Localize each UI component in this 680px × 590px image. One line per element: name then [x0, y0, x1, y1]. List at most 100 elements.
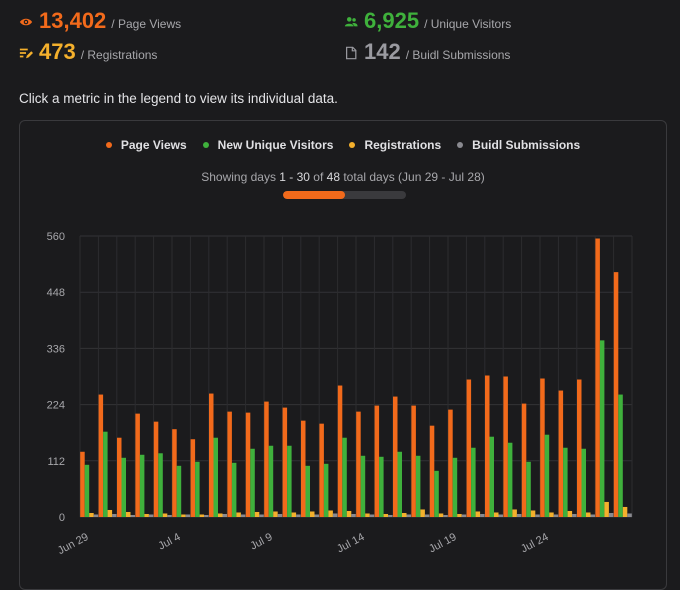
bar-page-views[interactable]	[466, 379, 472, 517]
bar-page-views[interactable]	[319, 423, 324, 517]
bar-buidl-submissions[interactable]	[130, 514, 136, 517]
bar-page-views[interactable]	[411, 405, 416, 517]
bar-registrations[interactable]	[107, 509, 113, 517]
bar-new-unique-visitors[interactable]	[507, 442, 513, 517]
bar-page-views[interactable]	[521, 403, 527, 517]
bar-buidl-submissions[interactable]	[296, 514, 301, 517]
bar-registrations[interactable]	[126, 511, 131, 517]
bar-buidl-submissions[interactable]	[498, 514, 504, 517]
bar-page-views[interactable]	[209, 393, 214, 517]
bar-new-unique-visitors[interactable]	[305, 465, 311, 517]
bar-new-unique-visitors[interactable]	[139, 454, 145, 517]
bar-registrations[interactable]	[549, 512, 554, 517]
bar-page-views[interactable]	[245, 412, 251, 517]
bar-buidl-submissions[interactable]	[424, 514, 430, 517]
bar-buidl-submissions[interactable]	[259, 514, 264, 517]
bar-page-views[interactable]	[135, 413, 140, 517]
bar-buidl-submissions[interactable]	[480, 513, 485, 517]
bar-buidl-submissions[interactable]	[369, 514, 375, 517]
legend-item-buidl-submissions[interactable]: Buidl Submissions	[457, 138, 580, 152]
bar-registrations[interactable]	[365, 513, 370, 517]
bar-page-views[interactable]	[503, 376, 508, 518]
bar-buidl-submissions[interactable]	[277, 513, 283, 517]
bar-buidl-submissions[interactable]	[112, 513, 117, 517]
bar-registrations[interactable]	[310, 511, 315, 517]
legend-item-page-views[interactable]: Page Views	[105, 138, 187, 152]
bar-registrations[interactable]	[512, 509, 517, 517]
bar-registrations[interactable]	[346, 510, 352, 517]
bar-new-unique-visitors[interactable]	[618, 394, 623, 517]
bar-registrations[interactable]	[89, 512, 94, 517]
bar-page-views[interactable]	[613, 272, 619, 517]
bar-buidl-submissions[interactable]	[93, 514, 99, 517]
bar-new-unique-visitors[interactable]	[231, 462, 237, 517]
bar-page-views[interactable]	[429, 425, 435, 517]
bar-page-views[interactable]	[190, 439, 196, 517]
bar-registrations[interactable]	[218, 513, 223, 517]
bar-new-unique-visitors[interactable]	[415, 455, 421, 517]
bar-registrations[interactable]	[530, 510, 536, 517]
bar-page-views[interactable]	[80, 451, 85, 517]
bar-registrations[interactable]	[199, 514, 205, 517]
bar-new-unique-visitors[interactable]	[121, 457, 127, 517]
bar-new-unique-visitors[interactable]	[471, 447, 476, 517]
bar-registrations[interactable]	[586, 512, 591, 517]
bar-page-views[interactable]	[172, 429, 177, 517]
bar-new-unique-visitors[interactable]	[268, 445, 274, 517]
bar-new-unique-visitors[interactable]	[599, 340, 605, 517]
bar-new-unique-visitors[interactable]	[287, 445, 292, 517]
bar-page-views[interactable]	[448, 409, 453, 517]
bar-page-views[interactable]	[393, 396, 398, 517]
bar-page-views[interactable]	[577, 379, 582, 517]
bar-page-views[interactable]	[227, 411, 232, 518]
legend-item-registrations[interactable]: Registrations	[349, 138, 441, 152]
bar-registrations[interactable]	[402, 512, 407, 517]
bar-new-unique-visitors[interactable]	[489, 436, 495, 517]
bar-page-views[interactable]	[264, 401, 269, 517]
bar-page-views[interactable]	[540, 378, 545, 517]
bar-page-views[interactable]	[98, 394, 104, 517]
bar-page-views[interactable]	[356, 411, 361, 518]
bar-registrations[interactable]	[181, 514, 186, 517]
bar-page-views[interactable]	[485, 375, 490, 518]
bar-new-unique-visitors[interactable]	[176, 465, 182, 517]
bar-registrations[interactable]	[236, 512, 241, 517]
bar-registrations[interactable]	[438, 513, 444, 517]
bar-buidl-submissions[interactable]	[351, 513, 356, 517]
bar-registrations[interactable]	[144, 513, 149, 517]
bar-registrations[interactable]	[420, 509, 425, 517]
bar-page-views[interactable]	[374, 405, 380, 517]
bar-new-unique-visitors[interactable]	[342, 437, 347, 517]
day-range-scrollbar-thumb[interactable]	[283, 191, 345, 199]
bar-new-unique-visitors[interactable]	[581, 448, 587, 517]
bar-new-unique-visitors[interactable]	[397, 451, 403, 517]
bar-new-unique-visitors[interactable]	[103, 431, 108, 517]
bar-buidl-submissions[interactable]	[535, 514, 540, 517]
bar-page-views[interactable]	[153, 421, 159, 517]
bar-registrations[interactable]	[328, 510, 333, 517]
bar-new-unique-visitors[interactable]	[195, 461, 200, 517]
bar-buidl-submissions[interactable]	[443, 514, 448, 517]
bar-registrations[interactable]	[383, 513, 389, 517]
legend-item-new-unique-visitors[interactable]: New Unique Visitors	[202, 138, 333, 152]
bar-page-views[interactable]	[337, 385, 343, 517]
bar-registrations[interactable]	[291, 512, 297, 517]
bar-new-unique-visitors[interactable]	[379, 456, 384, 517]
bar-buidl-submissions[interactable]	[516, 513, 522, 517]
bar-buidl-submissions[interactable]	[590, 514, 596, 517]
bar-page-views[interactable]	[595, 238, 600, 517]
bar-registrations[interactable]	[604, 501, 609, 517]
bar-new-unique-visitors[interactable]	[323, 463, 329, 517]
bar-buidl-submissions[interactable]	[553, 514, 559, 517]
bar-buidl-submissions[interactable]	[148, 514, 154, 517]
bar-buidl-submissions[interactable]	[222, 513, 228, 517]
bar-new-unique-visitors[interactable]	[434, 470, 439, 517]
bar-buidl-submissions[interactable]	[461, 514, 467, 517]
bar-new-unique-visitors[interactable]	[544, 434, 550, 517]
bar-page-views[interactable]	[117, 437, 122, 517]
bar-buidl-submissions[interactable]	[332, 513, 338, 517]
bar-buidl-submissions[interactable]	[314, 514, 320, 517]
bar-buidl-submissions[interactable]	[185, 514, 191, 517]
bar-buidl-submissions[interactable]	[167, 514, 172, 517]
day-range-scrollbar[interactable]	[283, 191, 406, 199]
